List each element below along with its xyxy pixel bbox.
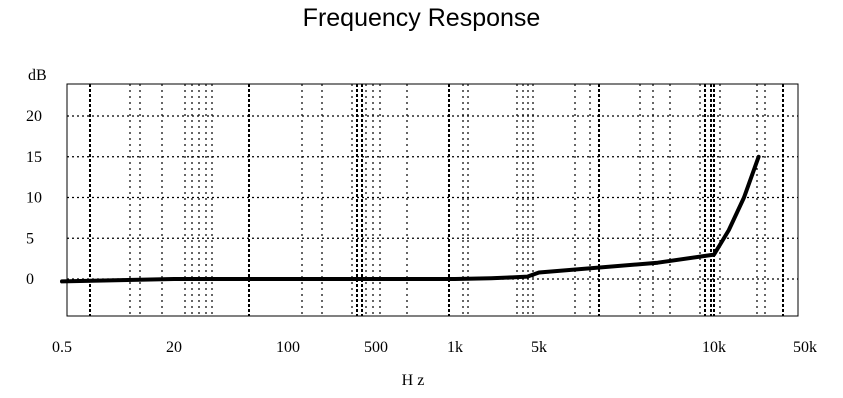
y-tick-label: 10: [26, 190, 42, 207]
x-tick-labels: 0.5 20 100 500 1k 5k 10k 50k: [52, 339, 817, 356]
y-axis-label: dB: [28, 67, 47, 84]
series-layer: [60, 154, 761, 284]
x-tick-label: 50k: [793, 339, 817, 356]
grid: [67, 84, 798, 316]
y-tick-label: 20: [26, 108, 42, 125]
x-tick-label: 100: [276, 339, 300, 356]
x-tick-label: 500: [364, 339, 388, 356]
y-tick-label: 5: [26, 230, 34, 247]
y-tick-label: 0: [26, 271, 34, 288]
y-tick-labels: 0 5 10 15 20: [26, 108, 42, 288]
x-axis-label: H z: [402, 372, 425, 389]
response-curve: [60, 154, 761, 284]
x-tick-label: 20: [166, 339, 182, 356]
x-tick-label: 10k: [702, 339, 726, 356]
y-tick-label: 15: [26, 149, 42, 166]
chart-title: Frequency Response: [302, 4, 541, 32]
x-tick-label: 0.5: [52, 339, 72, 356]
plot-frame: [66, 83, 799, 317]
x-tick-label: 1k: [447, 339, 463, 356]
x-tick-label: 5k: [531, 339, 547, 356]
